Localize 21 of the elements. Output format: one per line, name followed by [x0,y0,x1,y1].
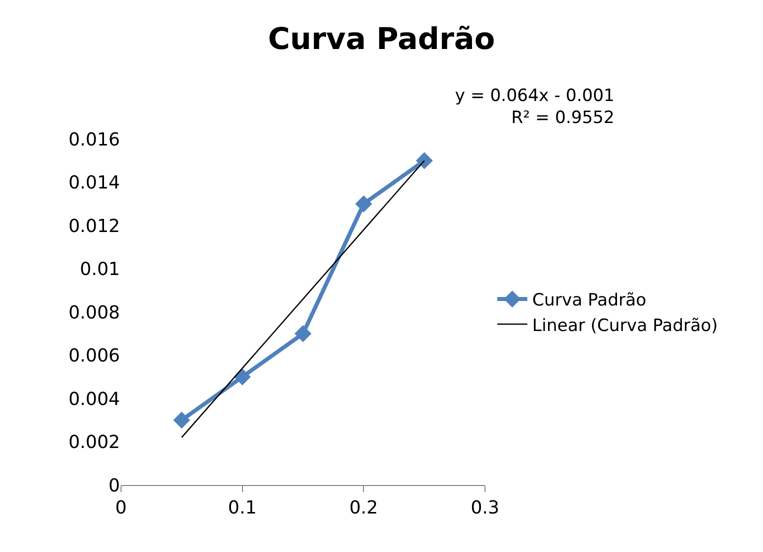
text: y = 0.064x - 0.001 R² = 0.9552 [455,86,614,128]
legend-label: Curva Padrão [532,290,646,311]
point [173,412,190,429]
x-tick-label: 0.1 [228,498,257,519]
point [234,368,251,386]
x-tick-label: 0.2 [349,498,378,519]
y-tick-label: 0.002 [68,432,120,454]
point [355,195,372,212]
y-tick-label: 0.004 [68,388,120,410]
y-tick-label: 0.016 [68,129,120,150]
y-tick-label: 0.008 [68,302,120,324]
point [416,152,433,170]
x-tick-label: 0.3 [470,498,500,519]
y-tick-label: 0.01 [80,259,120,280]
point [294,325,312,342]
legend-label: Linear (Curva Padrão) [532,316,718,336]
y-tick-label: 0.014 [68,172,120,194]
y-tick-label: 0.006 [68,346,120,367]
chart-title: Curva Padrão [268,22,495,58]
y-tick-label: 0.012 [68,216,120,237]
y-tick-label: 0 [108,475,120,496]
